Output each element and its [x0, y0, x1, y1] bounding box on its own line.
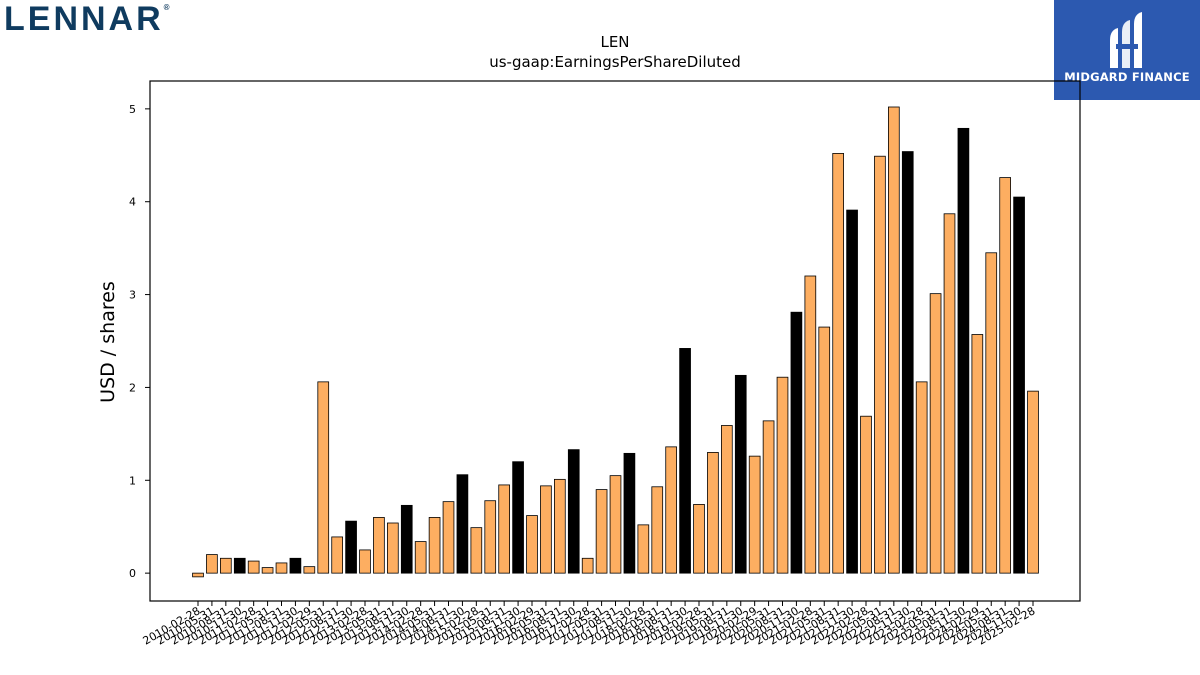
y-tick-label: 4 — [129, 196, 136, 209]
bar — [929, 293, 942, 574]
bar — [512, 461, 524, 574]
bar — [874, 155, 886, 574]
bar — [915, 381, 928, 574]
bar-series — [192, 106, 1039, 578]
bar — [303, 566, 316, 574]
bar — [999, 177, 1011, 574]
bar — [846, 209, 858, 574]
y-tick-label: 5 — [129, 103, 136, 116]
bar — [985, 252, 998, 574]
bar — [665, 446, 677, 574]
bar — [971, 334, 984, 574]
plot-frame — [149, 80, 1081, 602]
y-tick-label: 3 — [129, 289, 136, 302]
bar — [957, 127, 970, 574]
bar — [623, 452, 636, 574]
bar — [943, 213, 956, 574]
midgard-finance-text: MIDGARD FINANCE — [1064, 70, 1190, 84]
bar — [192, 572, 204, 578]
bar — [832, 153, 844, 574]
bar — [359, 549, 371, 574]
bar — [331, 536, 343, 574]
x-axis: 2010-02-282010-05-312010-08-312010-11-30… — [141, 601, 1038, 648]
bar — [734, 374, 747, 574]
chart-subtitle: us-gaap:EarningsPerShareDiluted — [489, 53, 741, 71]
bar — [818, 326, 831, 574]
bar — [595, 489, 608, 574]
y-axis: 0 1 2 3 4 5 — [129, 103, 150, 580]
bar — [498, 484, 510, 574]
bar — [484, 500, 497, 574]
y-tick-label: 0 — [129, 567, 136, 580]
bar — [456, 474, 469, 574]
bar — [247, 560, 260, 574]
bar — [567, 449, 580, 574]
bar — [442, 501, 455, 574]
bar — [776, 376, 789, 574]
bar — [220, 557, 232, 574]
bar — [679, 348, 691, 574]
bar — [651, 486, 664, 574]
bar — [901, 151, 914, 574]
bar — [233, 557, 246, 574]
bar — [387, 522, 399, 574]
bar — [275, 562, 288, 574]
bar — [1027, 390, 1039, 574]
bar — [428, 517, 441, 574]
bar — [470, 527, 483, 574]
bar — [400, 504, 413, 574]
chart-title: LEN — [600, 33, 630, 51]
bar — [1013, 196, 1025, 574]
y-tick-label: 2 — [129, 381, 136, 394]
bar — [317, 381, 330, 574]
bar — [721, 425, 733, 574]
midgard-finance-logo: MIDGARD FINANCE — [1054, 0, 1200, 100]
registered-mark: ® — [163, 3, 170, 12]
bar — [693, 504, 705, 574]
bar — [345, 520, 357, 574]
bar — [554, 478, 566, 574]
midgard-mark-icon — [1110, 12, 1142, 68]
bar — [707, 452, 719, 574]
bar — [581, 557, 594, 574]
bar — [261, 567, 274, 574]
bar — [888, 106, 900, 574]
lennar-logo-text: LENNAR — [4, 0, 164, 38]
bar — [860, 415, 872, 574]
bar — [373, 517, 385, 574]
bar — [206, 554, 218, 574]
bar — [637, 524, 650, 574]
bar — [414, 541, 427, 574]
lennar-logo: LENNAR® — [4, 2, 170, 36]
bar — [289, 557, 302, 574]
bar — [762, 420, 775, 574]
bar — [804, 275, 817, 574]
bar — [540, 485, 552, 574]
bar — [526, 515, 538, 574]
y-tick-label: 1 — [129, 474, 136, 487]
bar — [790, 311, 803, 574]
bar — [748, 455, 761, 574]
bar — [609, 475, 622, 574]
